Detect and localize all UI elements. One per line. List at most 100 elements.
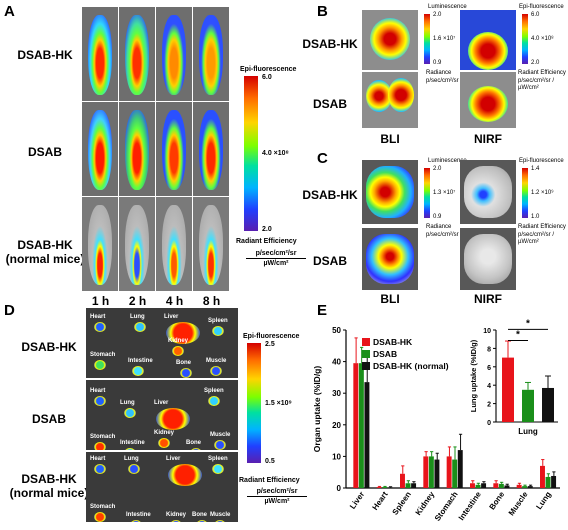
panel-a-image-grid — [82, 7, 230, 291]
panel-d-organ-signal — [124, 408, 136, 418]
panel-b-lum-title: Luminescence — [428, 4, 467, 10]
panel-b-lum-min: 0.9 — [433, 60, 442, 66]
main-bar — [504, 485, 510, 488]
panel-c-fl-mid: 1.2 ×10⁹ — [531, 190, 554, 196]
panel-b-letter: B — [317, 3, 328, 20]
panel-d-organ-label: Kidney — [154, 430, 175, 436]
panel-d-organ-signal — [172, 346, 184, 356]
panel-d-organ-label: Kidney — [166, 512, 187, 518]
main-bar — [481, 483, 487, 488]
panel-d-organ-label: Muscle — [210, 432, 231, 438]
main-bar — [522, 486, 528, 488]
main-y-tick-label: 50 — [332, 326, 341, 335]
panel-b-nirf-dsab-hk-image — [460, 10, 516, 70]
panel-d-organ-signal — [212, 326, 224, 336]
main-bar — [382, 487, 388, 488]
panel-d-organ-signal — [94, 442, 106, 450]
panel-d-organ-signal — [158, 438, 170, 448]
panel-d-organ-label: Stomach — [90, 434, 116, 440]
panel-d-organ-signal — [210, 366, 222, 376]
panel-b-fl-title: Epi-fluorescence — [519, 4, 564, 10]
main-bar — [457, 450, 463, 488]
main-y-tick-label: 30 — [332, 389, 341, 398]
inset-sig-star: * — [516, 329, 520, 340]
panel-c-col-label-nirf: NIRF — [474, 292, 502, 306]
main-bar — [364, 382, 370, 488]
panel-a-mouse-image — [156, 102, 192, 196]
panel-a-mouse-image — [119, 7, 155, 101]
legend-label: DSAB — [373, 349, 397, 359]
panel-d-organ-label: Liver — [164, 314, 179, 320]
main-y-tick-label: 0 — [337, 484, 342, 493]
panel-b-fl-colorbar — [522, 14, 528, 64]
panel-d-colorbar — [247, 343, 261, 463]
panel-a-mouse-image — [156, 7, 192, 101]
panel-a-col-label-3: 4 h — [165, 294, 184, 308]
panel-d-organ-label: Muscle — [210, 512, 231, 518]
panel-a-scale-title: Epi-fluorescence — [240, 66, 297, 73]
panel-d-unit-title: Radiant Efficiency — [239, 477, 300, 484]
panel-b-lum-unit2: p/sec/cm²/sr — [426, 78, 459, 84]
panel-d-organ-signal — [128, 464, 140, 474]
panel-d-organ-signal — [132, 366, 144, 376]
panel-d-unit-den: µW/cm² — [264, 498, 290, 505]
main-y-tick-label: 40 — [332, 358, 341, 367]
inset-y-tick-label: 6 — [487, 365, 491, 372]
panel-c-lum-mid: 1.3 ×10⁷ — [433, 190, 456, 196]
panel-e-letter: E — [317, 302, 328, 319]
panel-a-mouse-image — [193, 7, 229, 101]
panel-c-lum-unit2: p/sec/cm²/sr — [426, 232, 459, 238]
panel-c-lum-title: Luminescence — [428, 158, 467, 164]
panel-a-col-label-2: 2 h — [128, 294, 147, 308]
panel-b-row-label-1: DSAB-HK — [302, 37, 358, 51]
panel-d-organ-signal — [94, 322, 106, 332]
inset-bar — [542, 387, 554, 422]
panel-d-organ-label: Intestine — [128, 358, 153, 364]
panel-d-organ-label: Liver — [166, 456, 181, 462]
panel-d-organ-label: Spleen — [208, 456, 228, 462]
panel-d-scale-title: Epi-fluorescence — [243, 333, 300, 340]
panel-b-col-label-bli: BLI — [380, 132, 400, 146]
main-y-tick-label: 20 — [332, 421, 341, 430]
panel-d-scale-max: 2.5 — [265, 341, 275, 348]
inset-bar — [522, 389, 534, 422]
panel-a-colorbar — [244, 76, 258, 231]
panel-d-row-label-1: DSAB-HK — [21, 340, 77, 354]
main-bar — [434, 459, 440, 488]
main-x-tick-label: Muscle — [507, 490, 530, 518]
panel-d-organ-signal — [168, 464, 202, 486]
main-bar — [452, 459, 458, 488]
inset-y-tick-label: 0 — [487, 420, 491, 427]
panel-d-organ-signal — [130, 520, 142, 522]
panel-d-organ-signal — [214, 440, 226, 450]
main-bar — [516, 484, 522, 488]
panel-b-bli-dsab-hk-image — [362, 10, 418, 70]
inset-bar — [502, 357, 514, 422]
panel-d-organ-label: Stomach — [90, 504, 116, 510]
panel-a-col-label-1: 1 h — [91, 294, 110, 308]
panel-a-mouse-image — [156, 197, 192, 291]
panel-d-organ-signal — [94, 512, 106, 522]
panel-d-organ-label: Heart — [90, 388, 106, 394]
panel-d-scale-mid: 1.5 ×10⁹ — [265, 400, 292, 407]
panel-b-col-label-nirf: NIRF — [474, 132, 502, 146]
main-x-tick-label: Intestine — [457, 490, 484, 523]
panel-c-lum-colorbar — [424, 168, 430, 218]
panel-c-bli-dsab-hk-image — [362, 160, 418, 224]
panel-d-organ-signal — [134, 322, 146, 332]
panel-d-organ-label: Bone — [176, 360, 191, 366]
panel-d-organ-label: Muscle — [206, 358, 227, 364]
main-bar — [358, 363, 364, 488]
panel-d-row-label-3: DSAB-HK (normal mice) — [9, 472, 89, 500]
panel-d-unit-num: p/sec/cm²/sr — [247, 488, 307, 497]
panel-a-unit-den: µW/cm² — [263, 260, 289, 267]
panel-d-organ-signal — [180, 368, 192, 378]
main-x-tick-label: Kidney — [414, 490, 437, 517]
main-bar — [376, 487, 382, 488]
panel-b-fl-unit1: Radiant Efficiency — [518, 70, 566, 76]
panel-d-organ-signal — [190, 448, 202, 450]
panel-c-lum-min: 0.9 — [433, 214, 442, 220]
legend-label: DSAB-HK (normal) — [373, 361, 449, 371]
panel-b-fl-unit2: p/sec/cm²/sr / µW/cm² — [518, 78, 555, 91]
main-bar — [405, 483, 411, 488]
